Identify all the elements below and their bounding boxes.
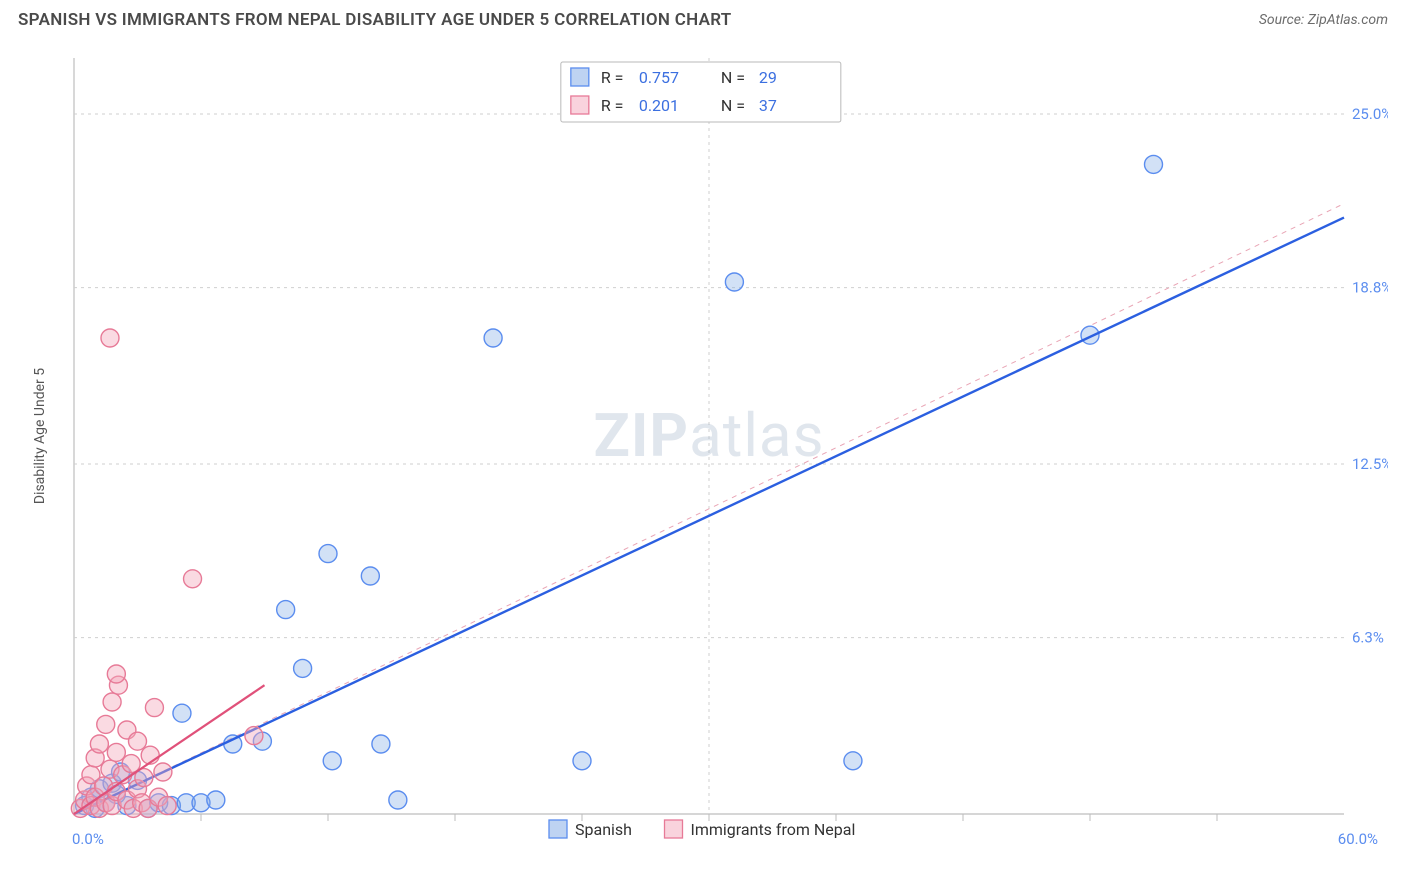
data-point-spanish <box>844 752 862 770</box>
data-point-spanish <box>372 735 390 753</box>
data-point-spanish <box>573 752 591 770</box>
data-point-nepal <box>107 665 125 683</box>
data-point-spanish <box>389 791 407 809</box>
reference-trend-line <box>74 204 1344 814</box>
data-point-spanish <box>1145 155 1163 173</box>
chart-container: 6.3% 12.5% 18.8% 25.0% 0.0% 60.0% Disability A… <box>18 44 1388 880</box>
correlation-scatter-chart: 6.3% 12.5% 18.8% 25.0% 0.0% 60.0% Disability A… <box>18 44 1388 880</box>
data-point-spanish <box>319 545 337 563</box>
legend-swatch <box>571 96 589 114</box>
legend-r-label: R = <box>601 96 624 115</box>
data-point-nepal <box>129 732 147 750</box>
legend-r-value: 0.201 <box>639 96 679 115</box>
y-tick-label: 12.5% <box>1352 455 1388 473</box>
data-point-spanish <box>725 273 743 291</box>
svg-text:ZIPatlas: ZIPatlas <box>593 400 824 471</box>
legend-series-label: Spanish <box>575 820 632 839</box>
source-credit: Source: ZipAtlas.com <box>1259 12 1388 28</box>
legend-n-label: N = <box>721 68 745 87</box>
data-point-spanish <box>173 704 191 722</box>
y-axis-title: Disability Age Under 5 <box>32 368 48 504</box>
x-max-label: 60.0% <box>1338 830 1378 848</box>
data-point-nepal <box>107 743 125 761</box>
x-min-label: 0.0% <box>72 830 104 848</box>
data-point-nepal <box>158 797 176 815</box>
data-point-nepal <box>90 735 108 753</box>
data-point-spanish <box>277 601 295 619</box>
legend-n-value: 29 <box>759 68 777 87</box>
data-point-nepal <box>245 727 263 745</box>
data-point-nepal <box>97 715 115 733</box>
legend-series-label: Immigrants from Nepal <box>691 820 856 839</box>
legend-n-label: N = <box>721 96 745 115</box>
legend-r-value: 0.757 <box>639 68 679 87</box>
data-point-nepal <box>101 329 119 347</box>
data-point-nepal <box>154 763 172 781</box>
data-point-spanish <box>361 567 379 585</box>
legend-n-value: 37 <box>759 96 777 115</box>
legend-r-label: R = <box>601 68 624 87</box>
y-tick-label: 6.3% <box>1352 629 1384 647</box>
y-tick-label: 25.0% <box>1352 105 1388 123</box>
legend-swatch <box>549 820 567 838</box>
watermark: ZIPatlas <box>593 400 824 471</box>
data-point-spanish <box>294 659 312 677</box>
legend-swatch <box>665 820 683 838</box>
data-point-spanish <box>207 791 225 809</box>
chart-title: SPANISH VS IMMIGRANTS FROM NEPAL DISABIL… <box>18 10 732 30</box>
data-point-spanish <box>484 329 502 347</box>
data-point-nepal <box>103 693 121 711</box>
y-tick-label: 18.8% <box>1352 279 1388 297</box>
data-point-nepal <box>184 570 202 588</box>
data-point-spanish <box>323 752 341 770</box>
legend-swatch <box>571 68 589 86</box>
data-point-nepal <box>145 699 163 717</box>
